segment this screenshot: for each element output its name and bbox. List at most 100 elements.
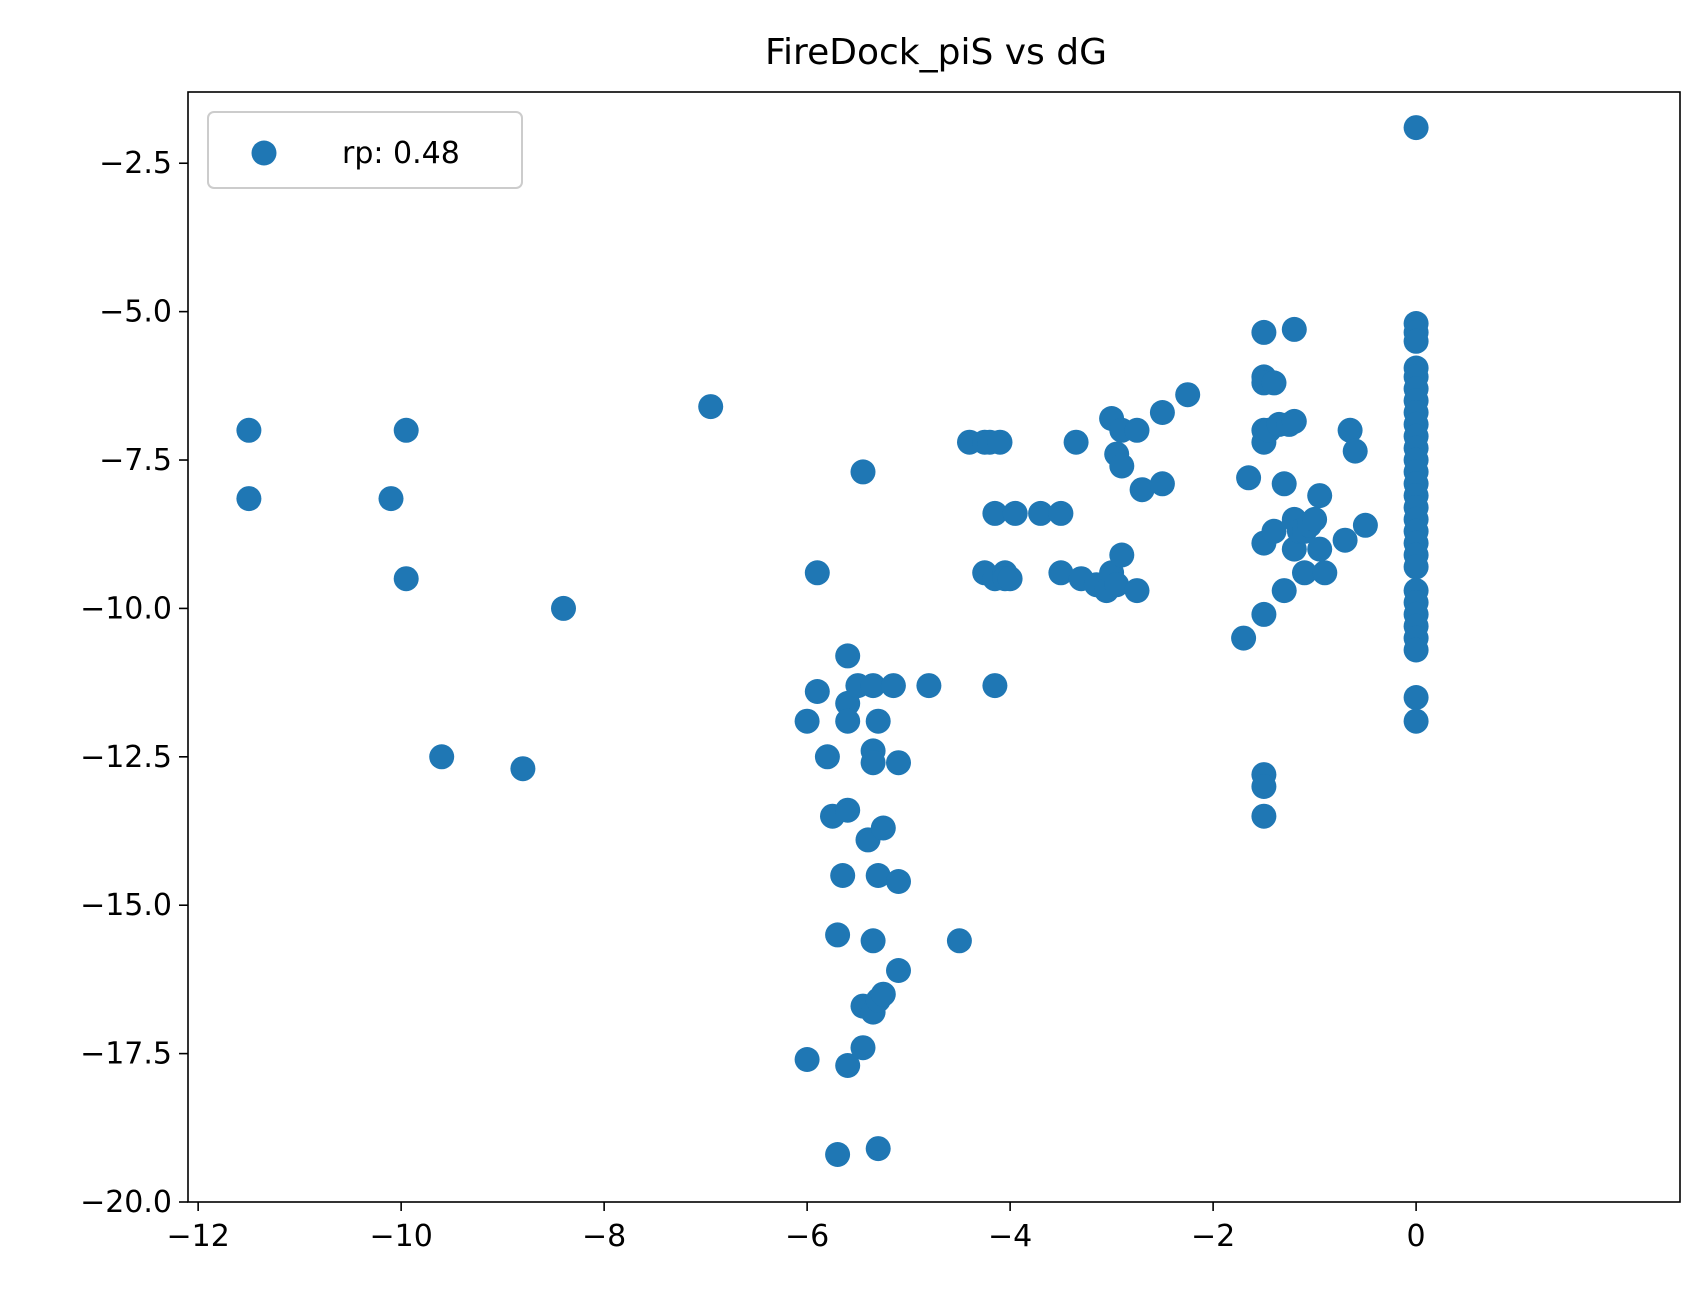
data-point bbox=[850, 459, 876, 485]
data-point bbox=[1271, 578, 1297, 604]
data-point bbox=[1028, 500, 1054, 526]
data-point bbox=[1149, 471, 1175, 497]
data-point bbox=[1352, 512, 1378, 538]
data-point bbox=[1403, 554, 1429, 580]
data-point bbox=[1063, 429, 1089, 455]
data-point bbox=[835, 1053, 861, 1078]
data-point bbox=[850, 1035, 876, 1061]
data-point bbox=[1261, 518, 1287, 544]
data-point bbox=[1251, 774, 1277, 799]
x-axis: −12 −10 −8 −6 −4 −2 0 bbox=[166, 1202, 1426, 1254]
data-point bbox=[997, 566, 1023, 592]
data-point bbox=[1342, 438, 1368, 464]
data-point bbox=[510, 756, 536, 782]
legend-label: rp: 0.48 bbox=[342, 136, 460, 171]
data-point bbox=[804, 679, 830, 704]
data-point bbox=[236, 486, 262, 512]
y-tick-label: −10.0 bbox=[80, 591, 172, 626]
y-axis: −20.0 −17.5 −15.0 −12.5 −10.0 −7.5 −5.0 −2.5 bbox=[80, 146, 188, 1220]
data-point bbox=[1271, 471, 1297, 497]
x-tick-label: −8 bbox=[582, 1219, 626, 1254]
data-point bbox=[880, 673, 906, 699]
data-point bbox=[1307, 536, 1333, 562]
data-point bbox=[946, 928, 972, 954]
data-point bbox=[835, 797, 861, 823]
data-point bbox=[865, 863, 891, 888]
x-tick-label: −2 bbox=[1191, 1219, 1235, 1254]
data-point bbox=[825, 1142, 851, 1167]
legend-marker bbox=[251, 140, 277, 166]
data-point bbox=[236, 417, 262, 443]
legend-box bbox=[207, 111, 523, 189]
data-point bbox=[860, 673, 886, 699]
plot-frame bbox=[187, 91, 1681, 1203]
data-point bbox=[393, 566, 419, 592]
x-tick-label: −6 bbox=[785, 1219, 829, 1254]
data-point bbox=[1124, 578, 1150, 604]
data-point bbox=[1048, 560, 1074, 586]
legend: rp: 0.48 bbox=[207, 111, 523, 189]
plot-background bbox=[188, 92, 1680, 1202]
data-point bbox=[814, 744, 840, 770]
data-point bbox=[1231, 625, 1257, 651]
data-point bbox=[1109, 542, 1135, 568]
data-point bbox=[1337, 417, 1363, 443]
data-point bbox=[551, 595, 576, 621]
data-point bbox=[1403, 328, 1429, 354]
data-point bbox=[1129, 477, 1155, 503]
x-tick-label: −4 bbox=[988, 1219, 1032, 1254]
y-tick-label: −20.0 bbox=[80, 1185, 172, 1220]
data-point bbox=[1251, 319, 1277, 345]
data-point bbox=[1403, 637, 1429, 663]
y-tick-label: −15.0 bbox=[80, 888, 172, 923]
data-point bbox=[886, 869, 911, 894]
data-point bbox=[1236, 465, 1262, 491]
data-point bbox=[1403, 708, 1429, 734]
data-point bbox=[835, 643, 861, 669]
data-point bbox=[886, 958, 911, 983]
data-point bbox=[865, 1136, 891, 1162]
data-point bbox=[1302, 506, 1328, 532]
data-point bbox=[698, 394, 724, 420]
data-point bbox=[982, 673, 1008, 699]
data-point bbox=[1109, 453, 1135, 479]
data-point bbox=[886, 750, 911, 776]
data-point bbox=[982, 500, 1008, 526]
data-point bbox=[1403, 115, 1429, 141]
data-point bbox=[1307, 483, 1333, 509]
data-point bbox=[429, 744, 455, 770]
data-point bbox=[1312, 560, 1338, 586]
y-tick-label: −7.5 bbox=[99, 443, 172, 478]
data-point bbox=[1281, 316, 1307, 342]
data-point bbox=[1251, 601, 1277, 627]
y-tick-label: −17.5 bbox=[80, 1037, 172, 1072]
chart-title: FireDock_piS vs dG bbox=[765, 32, 1107, 73]
data-point bbox=[794, 708, 820, 734]
data-point bbox=[860, 750, 886, 776]
data-point bbox=[1149, 400, 1175, 425]
data-point bbox=[1124, 417, 1150, 443]
x-tick-label: 0 bbox=[1407, 1219, 1426, 1254]
data-point bbox=[1261, 370, 1287, 396]
y-tick-label: −12.5 bbox=[80, 740, 172, 775]
data-point bbox=[794, 1047, 820, 1072]
data-point bbox=[378, 486, 404, 512]
data-point bbox=[393, 417, 419, 443]
data-point bbox=[830, 863, 856, 888]
data-point bbox=[1292, 560, 1317, 586]
x-tick-label: −10 bbox=[369, 1219, 432, 1254]
data-point bbox=[1281, 408, 1307, 434]
data-point bbox=[825, 922, 851, 948]
data-point bbox=[1175, 382, 1201, 408]
data-point bbox=[865, 708, 891, 734]
x-tick-label: −12 bbox=[166, 1219, 229, 1254]
data-point bbox=[1251, 803, 1277, 829]
data-point bbox=[835, 708, 861, 734]
y-tick-label: −5.0 bbox=[99, 295, 172, 330]
data-point bbox=[916, 673, 942, 699]
points-layer bbox=[236, 115, 1429, 1167]
y-tick-label: −2.5 bbox=[99, 146, 172, 181]
data-point bbox=[804, 560, 830, 586]
data-point bbox=[987, 429, 1013, 455]
